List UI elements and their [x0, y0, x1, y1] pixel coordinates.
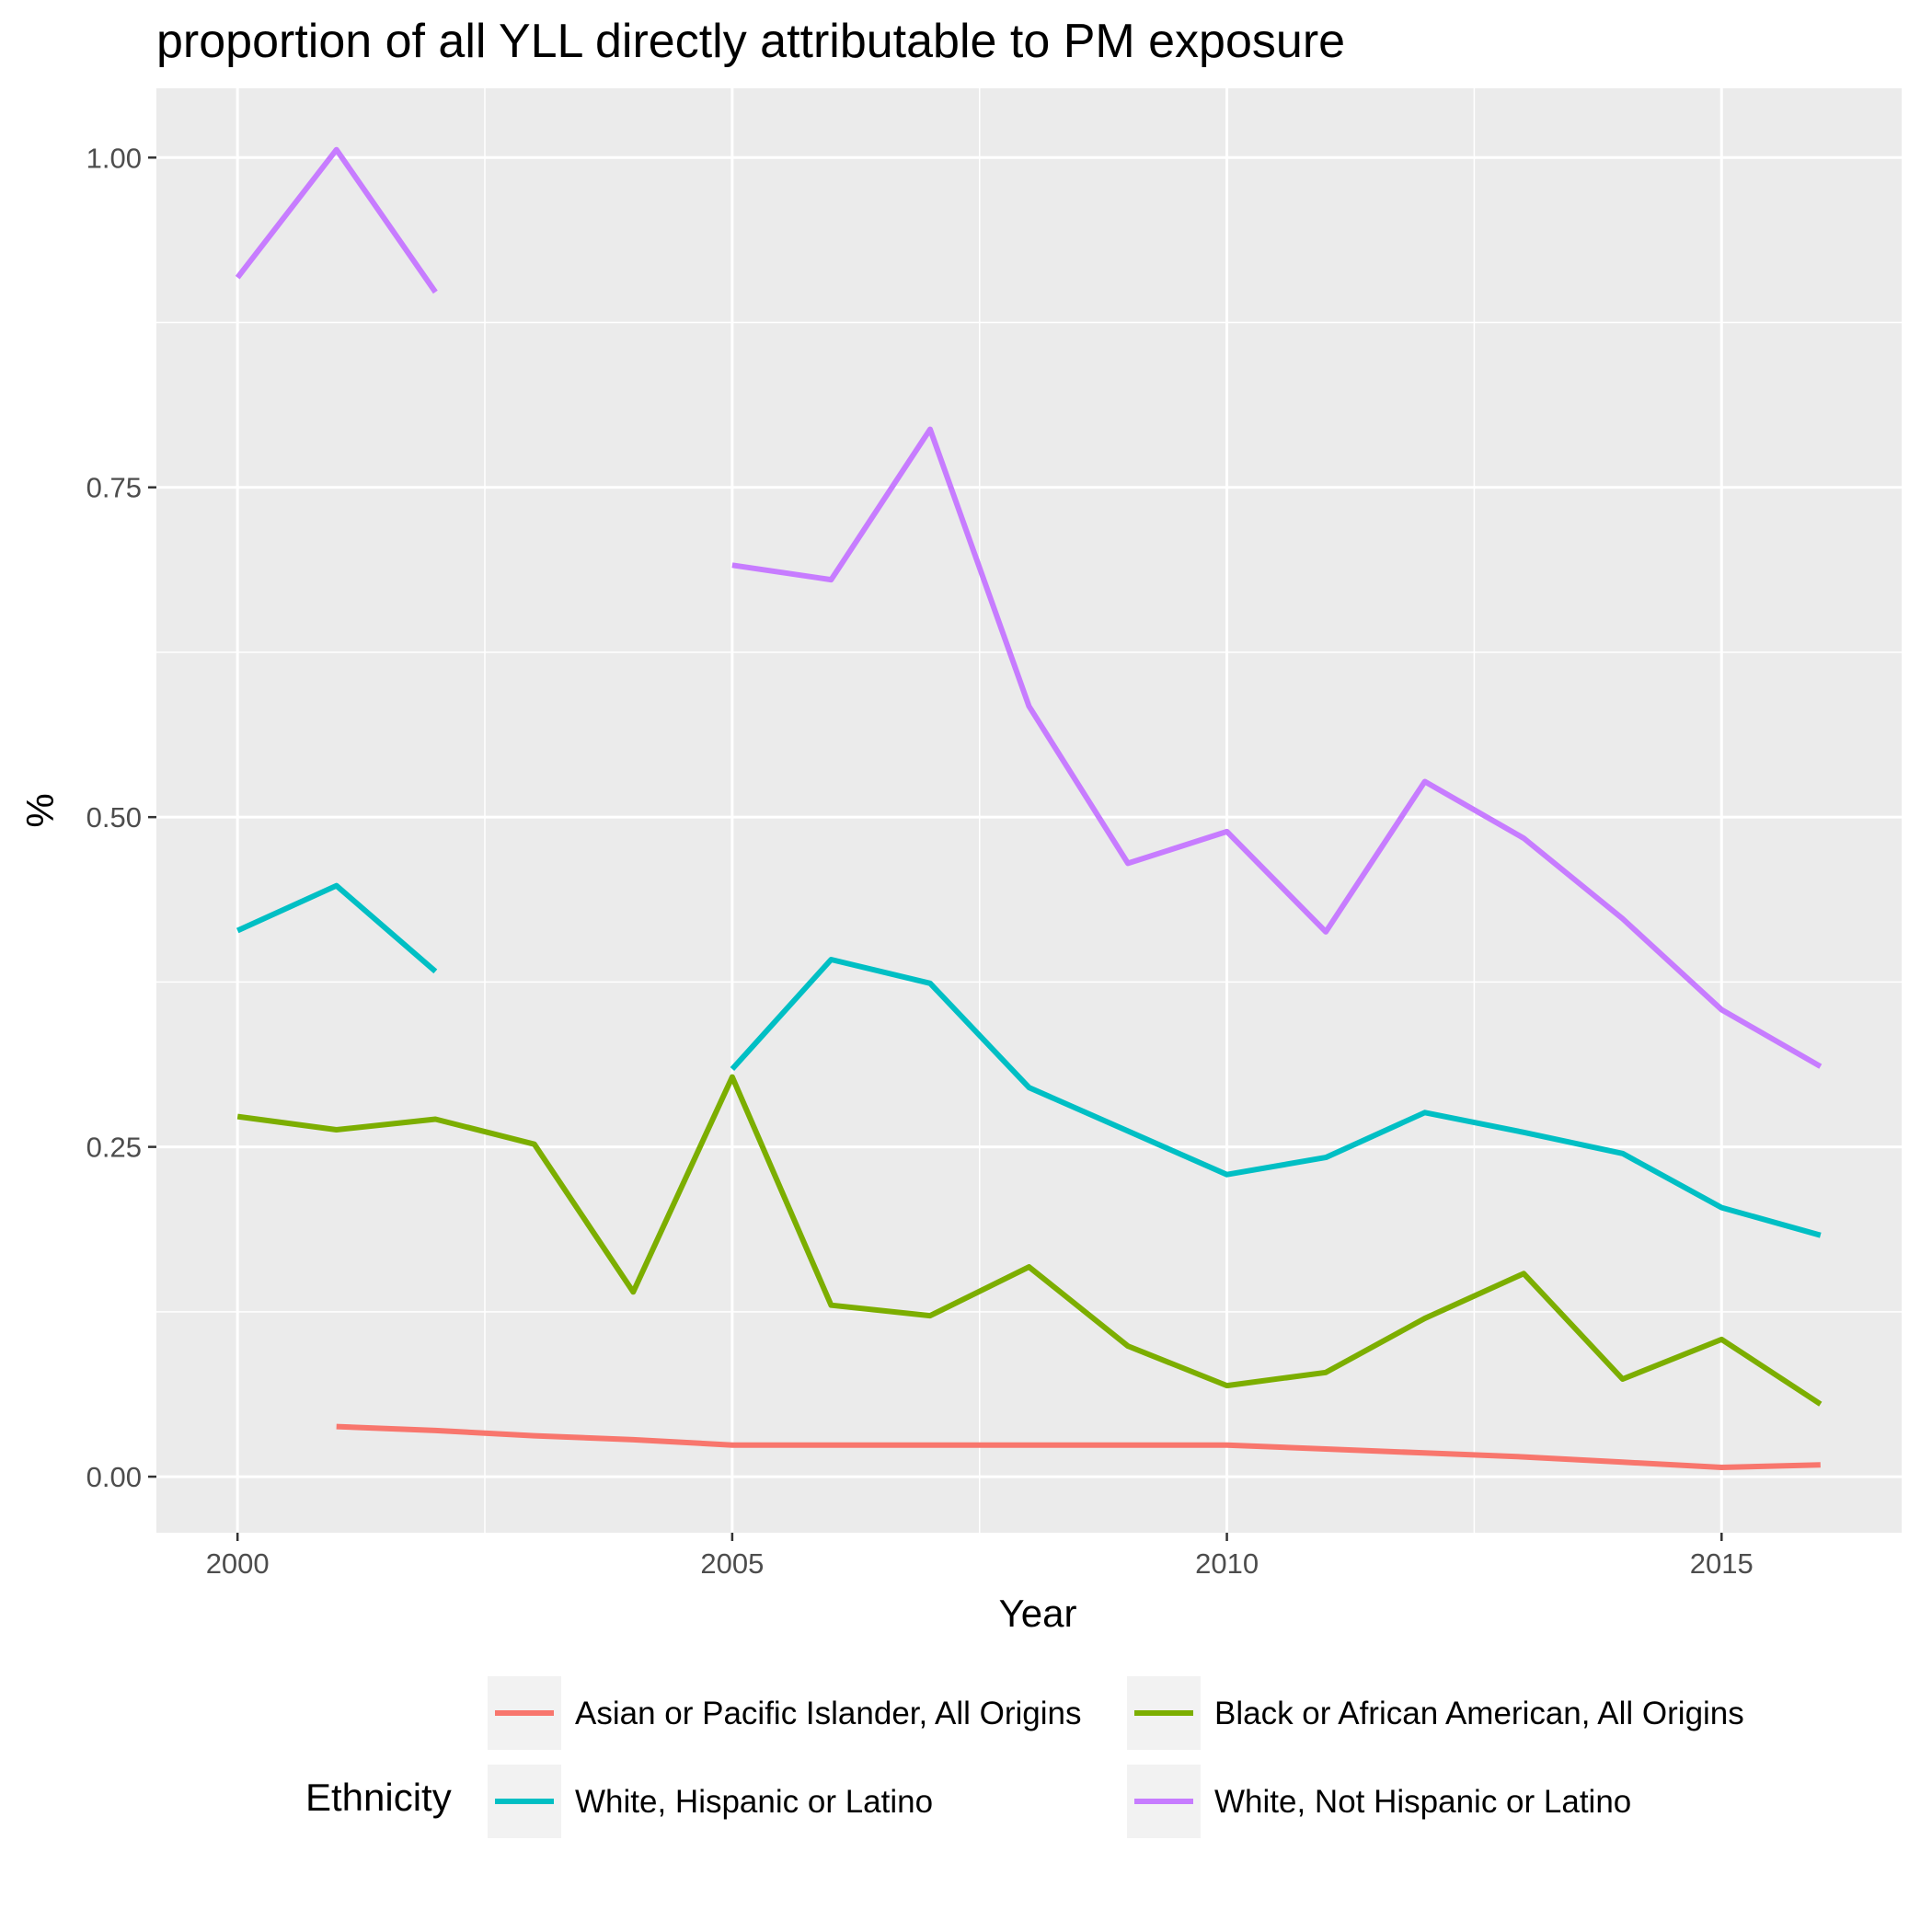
series-line-black-or-african-american-all-origins — [236, 1074, 1823, 1407]
x-tick-label: 2010 — [1195, 1547, 1259, 1580]
legend-title: Ethnicity — [305, 1776, 452, 1819]
x-axis-title: Year — [999, 1592, 1077, 1635]
legend-label-asian-pacific-islander: Asian or Pacific Islander, All Origins — [575, 1696, 1082, 1731]
legend: Ethnicity Asian or Pacific Islander, All… — [305, 1676, 1744, 1838]
series-lines — [235, 146, 1823, 1470]
series-line-white-hispanic-or-latino — [236, 882, 1822, 1238]
y-tick-label: 0.25 — [86, 1132, 142, 1164]
x-axis-ticks: 2000 2005 2010 2015 — [206, 1533, 1754, 1580]
x-tick-label: 2015 — [1690, 1547, 1754, 1580]
y-axis-title: % — [18, 793, 62, 827]
y-tick-label: 1.00 — [86, 142, 142, 174]
minor-gridlines — [156, 88, 1902, 1533]
legend-label-white-not-hispanic: White, Not Hispanic or Latino — [1214, 1784, 1631, 1820]
y-tick-label: 0.00 — [86, 1461, 142, 1493]
x-tick-label: 2005 — [700, 1547, 764, 1580]
plot-panel — [156, 88, 1902, 1533]
x-tick-label: 2000 — [206, 1547, 270, 1580]
chart-title: proportion of all YLL directly attributa… — [156, 15, 1345, 68]
series-line-white-not-hispanic-or-latino — [235, 146, 1823, 1069]
y-tick-label: 0.50 — [86, 801, 142, 834]
legend-label-black-african-american: Black or African American, All Origins — [1214, 1696, 1744, 1731]
y-axis-ticks: 0.00 0.25 0.50 0.75 1.00 — [86, 142, 156, 1493]
major-gridlines — [156, 88, 1902, 1533]
series-line-asian-or-pacific-islander-all-origins — [336, 1423, 1821, 1470]
legend-label-white-hispanic: White, Hispanic or Latino — [575, 1784, 933, 1820]
y-tick-label: 0.75 — [86, 472, 142, 504]
